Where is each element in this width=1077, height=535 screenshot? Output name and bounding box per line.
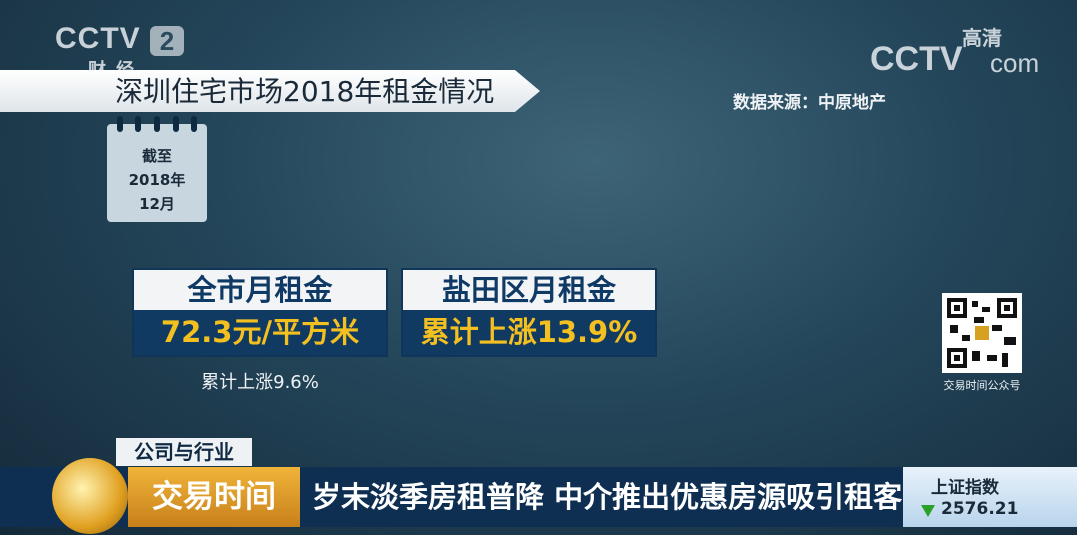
index-box: 上证指数 2576.21	[903, 467, 1077, 527]
page-title: 深圳住宅市场2018年租金情况	[115, 75, 495, 108]
rent-card: 盐田区月租金 累计上涨13.9%	[401, 268, 657, 357]
card-value: 72.3元/平方米	[134, 310, 386, 355]
qr-caption: 交易时间公众号	[943, 379, 1021, 392]
rent-card: 全市月租金 72.3元/平方米	[132, 268, 388, 357]
site-logo-suffix: com	[990, 48, 1040, 78]
card-note: 累计上涨9.6%	[201, 372, 319, 393]
index-value: 2576.21	[941, 499, 1019, 519]
calendar-year: 2018年	[128, 171, 186, 189]
qr-code	[942, 293, 1022, 373]
data-source: 数据来源：中原地产	[733, 93, 886, 113]
card-value: 累计上涨13.9%	[403, 310, 655, 355]
program-name: 交易时间	[128, 467, 300, 527]
calendar-label: 截至	[141, 147, 172, 165]
card-title: 盐田区月租金	[403, 270, 655, 310]
site-logo-name: CCTV	[870, 40, 963, 78]
calendar-month: 12月	[139, 195, 175, 213]
card-title: 全市月租金	[134, 270, 386, 310]
calendar: 截至 2018年 12月	[107, 116, 207, 222]
title-banner	[0, 70, 540, 112]
down-arrow	[921, 505, 935, 517]
program-logo	[52, 458, 128, 534]
site-logo-badge: 高清	[962, 28, 1002, 50]
channel-logo-name: CCTV	[55, 22, 141, 55]
index-name: 上证指数	[931, 478, 999, 498]
headline: 岁末淡季房租普降 中介推出优惠房源吸引租客	[312, 480, 903, 514]
ticker-category: 公司与行业	[116, 438, 252, 466]
channel-logo-number: 2	[150, 26, 184, 56]
calendar-rings	[117, 116, 197, 132]
